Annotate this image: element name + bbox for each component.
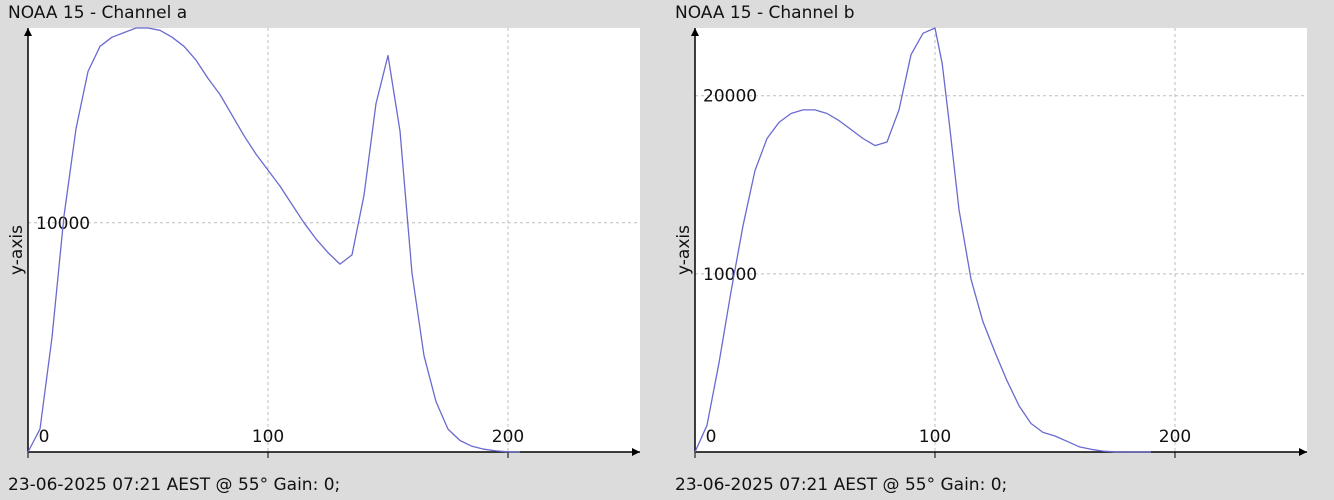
x-tick-label: 200 [1159, 427, 1191, 447]
capture-info: 23-06-2025 07:21 AEST @ 55° Gain: 0; [675, 475, 1008, 495]
x-tick-label: 100 [919, 427, 951, 447]
chart-title: NOAA 15 - Channel b [675, 3, 855, 23]
capture-info: 23-06-2025 07:21 AEST @ 55° Gain: 0; [8, 475, 341, 495]
x-tick-label: 0 [706, 427, 717, 447]
y-axis-arrow [691, 28, 699, 36]
x-tick-label: 200 [492, 427, 524, 447]
plot-area [28, 28, 640, 452]
series-line [694, 27, 1151, 453]
chart-b: 0 100 200 10000 20000 y-axis [674, 27, 1307, 458]
chart-panel-a: 0 100 200 10000 y-axis NOAA 15 - Channel a 2… [7, 3, 640, 495]
y-axis-arrow [24, 28, 32, 36]
x-tick-label: 0 [39, 427, 50, 447]
series-line [27, 27, 521, 453]
y-axis-title: y-axis [7, 225, 27, 275]
x-tick-label: 100 [252, 427, 284, 447]
plot-area [695, 28, 1307, 452]
x-axis-arrow [1299, 448, 1307, 456]
chart-title: NOAA 15 - Channel a [8, 3, 188, 23]
y-tick-label: 20000 [703, 87, 757, 107]
x-axis-arrow [632, 448, 640, 456]
y-axis-title: y-axis [674, 225, 694, 275]
y-tick-label: 10000 [703, 265, 757, 285]
chart-panel-b: 0 100 200 10000 20000 y-axis NOAA 15 - Channe… [667, 0, 1334, 500]
